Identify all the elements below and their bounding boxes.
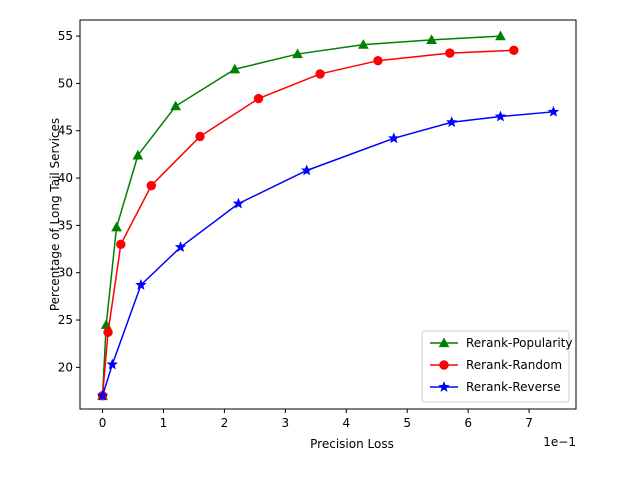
x-axis-offset-label: 1e−1 bbox=[543, 435, 576, 449]
data-point bbox=[494, 110, 507, 122]
data-point bbox=[445, 48, 455, 58]
data-point bbox=[96, 389, 109, 401]
data-point bbox=[495, 30, 506, 41]
plot-area bbox=[96, 30, 560, 401]
legend-entry: Rerank-Random bbox=[430, 358, 562, 372]
data-point bbox=[103, 327, 113, 338]
data-point bbox=[146, 180, 156, 191]
legend-label: Rerank-Popularity bbox=[466, 336, 573, 350]
data-point bbox=[135, 279, 147, 290]
y-tick-label: 55 bbox=[58, 29, 73, 43]
data-point bbox=[292, 48, 303, 59]
data-point bbox=[547, 105, 560, 117]
axes-frame bbox=[79, 19, 577, 410]
y-tick-label: 20 bbox=[58, 360, 73, 374]
data-point bbox=[446, 116, 458, 128]
legend: Rerank-Popularity Rerank-Random Rerank-Rev… bbox=[421, 330, 573, 403]
x-tick-label: 4 bbox=[342, 416, 350, 430]
legend-marker bbox=[438, 381, 450, 392]
series-line bbox=[101, 111, 554, 396]
data-point bbox=[116, 239, 126, 250]
data-point bbox=[426, 34, 437, 44]
legend-marker bbox=[439, 360, 449, 370]
data-point bbox=[229, 63, 241, 74]
data-point bbox=[509, 45, 519, 55]
legend-box bbox=[421, 330, 570, 403]
data-point bbox=[195, 131, 205, 142]
series-line bbox=[101, 49, 514, 396]
data-point bbox=[253, 93, 264, 104]
x-tick-label: 6 bbox=[464, 416, 472, 430]
data-point bbox=[388, 132, 400, 144]
y-tick-label: 35 bbox=[58, 218, 73, 232]
y-tick-label: 45 bbox=[58, 124, 73, 138]
legend-marker bbox=[438, 337, 450, 348]
series-rerank-popularity bbox=[97, 30, 506, 400]
x-tick-label: 0 bbox=[99, 416, 107, 430]
series-rerank-reverse bbox=[96, 105, 560, 401]
data-point bbox=[357, 39, 369, 49]
x-tick-label: 3 bbox=[282, 416, 290, 430]
series-rerank-random bbox=[97, 45, 519, 401]
legend-entry: Rerank-Reverse bbox=[430, 380, 561, 394]
data-point bbox=[170, 100, 182, 111]
y-tick-label: 30 bbox=[58, 266, 73, 280]
y-axis-label: Percentage of Long Tail Services bbox=[48, 118, 62, 311]
data-point bbox=[315, 69, 325, 79]
x-axis-ticks: 0 1 2 3 4 5 6 7 bbox=[99, 409, 533, 430]
legend-label: Rerank-Random bbox=[466, 358, 562, 372]
x-axis-label: Precision Loss bbox=[310, 437, 394, 451]
data-point bbox=[111, 221, 122, 232]
x-tick-label: 7 bbox=[525, 416, 533, 430]
data-point bbox=[301, 164, 313, 176]
y-axis-ticks: 20 25 30 35 40 45 50 55 bbox=[58, 29, 80, 374]
data-point bbox=[106, 358, 118, 370]
x-tick-label: 2 bbox=[221, 416, 229, 430]
x-tick-label: 1 bbox=[160, 416, 168, 430]
data-point bbox=[132, 149, 144, 160]
y-tick-label: 50 bbox=[58, 76, 73, 90]
legend-label: Rerank-Reverse bbox=[466, 380, 561, 394]
x-tick-label: 5 bbox=[403, 416, 411, 430]
series-line bbox=[101, 35, 501, 396]
data-point bbox=[174, 241, 187, 252]
data-point bbox=[232, 197, 245, 209]
axes bbox=[79, 19, 577, 410]
data-point bbox=[373, 55, 383, 66]
y-tick-label: 25 bbox=[58, 313, 73, 327]
y-tick-label: 40 bbox=[58, 171, 73, 185]
legend-entry: Rerank-Popularity bbox=[430, 336, 573, 350]
